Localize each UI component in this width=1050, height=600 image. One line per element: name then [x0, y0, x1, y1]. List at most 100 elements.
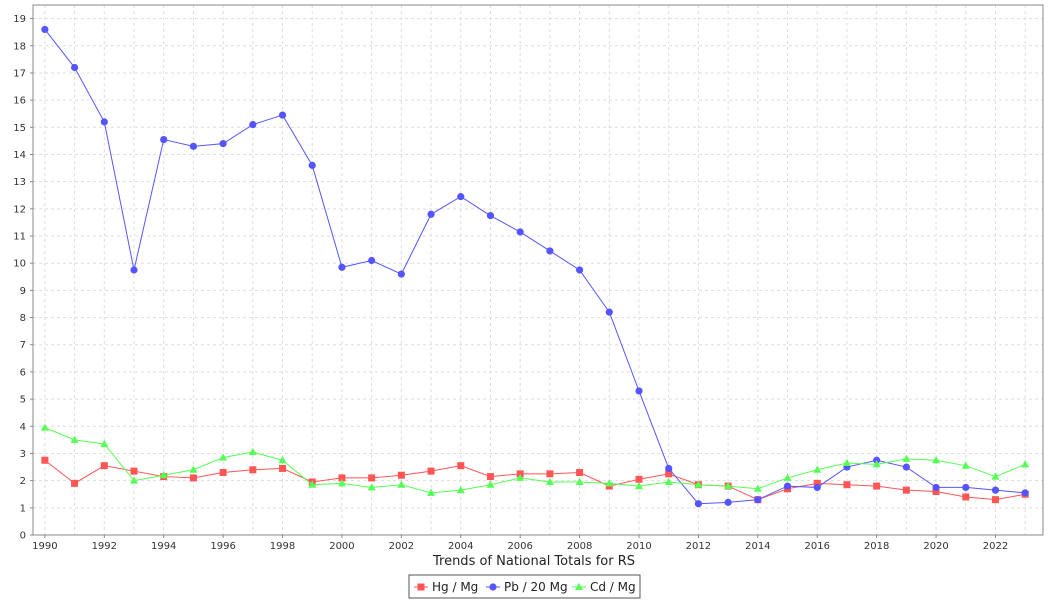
plot-area-border	[32, 4, 1044, 536]
x-tick-label: 1996	[210, 541, 235, 552]
data-point-pb	[991, 486, 1000, 494]
data-point-pb	[516, 228, 524, 236]
data-point-hg	[635, 475, 643, 483]
data-point-cd	[902, 454, 911, 462]
data-point-pb	[100, 118, 108, 126]
x-tick-label: 2004	[448, 541, 473, 552]
y-tick-label: 19	[13, 14, 26, 25]
data-point-cd	[694, 480, 703, 488]
data-point-cd	[991, 472, 1000, 480]
x-tick-label: 2008	[567, 541, 592, 552]
data-point-hg	[71, 479, 79, 487]
x-axis-label: Trends of National Totals for RS	[432, 554, 635, 569]
data-point-cd	[130, 476, 138, 484]
data-point-hg	[576, 468, 584, 476]
data-point-pb	[605, 308, 613, 316]
x-tick-label: 1998	[270, 541, 295, 552]
data-point-pb	[338, 263, 346, 271]
data-point-cd	[516, 473, 525, 481]
data-point-hg	[249, 466, 257, 474]
legend-marker-hg	[417, 583, 425, 591]
data-point-hg	[932, 488, 940, 496]
data-point-pb	[486, 212, 495, 220]
data-point-hg	[427, 467, 435, 475]
x-tick-label: 2010	[626, 541, 651, 552]
data-point-hg	[902, 486, 910, 494]
data-point-pb	[219, 140, 227, 148]
data-point-cd	[664, 477, 673, 485]
x-tick-label: 2002	[389, 541, 414, 552]
data-point-pb	[783, 482, 792, 490]
data-point-hg	[338, 474, 346, 482]
series-hg	[41, 456, 1029, 504]
data-point-hg	[41, 456, 49, 464]
data-point-hg	[813, 479, 821, 487]
data-point-hg	[368, 474, 376, 482]
y-tick-label: 11	[13, 232, 26, 243]
y-tick-label: 14	[13, 150, 26, 161]
data-point-pb	[278, 111, 287, 119]
data-point-cd	[308, 480, 317, 488]
series-cd	[40, 423, 1030, 496]
data-point-pb	[546, 247, 554, 255]
data-point-cd	[40, 423, 49, 431]
data-point-hg	[962, 493, 970, 501]
data-point-hg	[486, 473, 494, 481]
data-point-pb	[724, 498, 732, 506]
data-point-cd	[100, 439, 109, 447]
data-point-cd	[545, 477, 554, 485]
x-tick-label: 2020	[923, 541, 948, 552]
y-tick-label: 0	[20, 531, 26, 542]
x-tick-label: 2000	[329, 541, 354, 552]
y-tick-label: 9	[20, 286, 26, 297]
data-point-cd	[635, 481, 643, 490]
y-tick-label: 17	[13, 68, 26, 79]
data-point-pb	[813, 483, 821, 492]
y-tick-label: 8	[20, 313, 26, 324]
data-point-pb	[665, 464, 673, 473]
x-tick-label: 2014	[745, 541, 770, 552]
data-point-pb	[902, 463, 910, 471]
y-tick-label: 3	[20, 449, 26, 460]
y-tick-label: 13	[13, 177, 26, 188]
series-group	[40, 25, 1030, 508]
data-point-pb	[130, 266, 138, 274]
data-point-hg	[189, 474, 197, 482]
data-point-pb	[635, 387, 643, 395]
data-point-cd	[1021, 460, 1030, 468]
data-point-cd	[724, 481, 733, 490]
y-tick-label: 12	[13, 204, 26, 215]
data-point-pb	[962, 483, 970, 492]
data-point-cd	[753, 484, 762, 492]
x-tick-label: 2022	[983, 541, 1008, 552]
data-point-hg	[843, 481, 851, 489]
data-point-pb	[249, 120, 257, 129]
x-tick-label: 2006	[507, 541, 532, 552]
legend-label-cd: Cd / Mg	[590, 580, 636, 594]
x-tick-label: 2016	[805, 541, 830, 552]
data-point-cd	[783, 473, 792, 481]
data-point-hg	[457, 462, 465, 470]
data-point-pb	[70, 63, 79, 72]
data-point-hg	[546, 470, 554, 478]
data-point-pb	[397, 270, 405, 278]
data-point-pb	[427, 210, 435, 218]
data-point-cd	[842, 458, 851, 466]
data-point-cd	[932, 456, 941, 464]
data-point-pb	[368, 256, 376, 265]
data-point-cd	[605, 479, 614, 487]
legend-marker-cd	[575, 582, 583, 590]
data-point-hg	[130, 467, 138, 475]
y-tick-label: 10	[13, 259, 26, 270]
data-point-cd	[486, 480, 495, 488]
data-point-pb	[1021, 489, 1029, 497]
data-point-pb	[694, 500, 703, 508]
legend-label-pb: Pb / 20 Mg	[504, 580, 568, 594]
y-tick-label: 18	[13, 41, 26, 52]
data-point-pb	[457, 193, 465, 201]
data-point-cd	[813, 465, 822, 473]
data-point-pb	[189, 142, 198, 150]
